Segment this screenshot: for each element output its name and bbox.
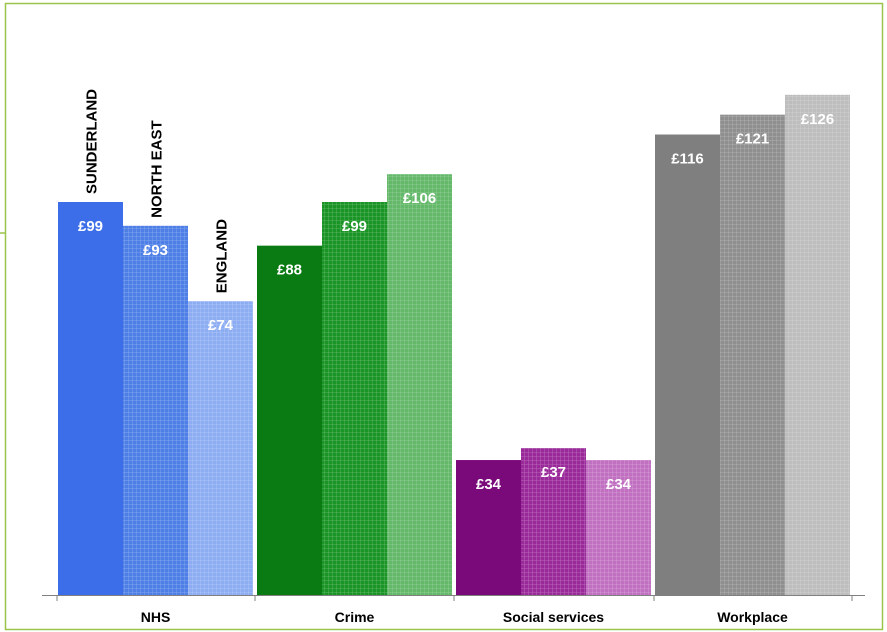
bar-crime-sunderland xyxy=(257,245,322,595)
data-label-nhs-sunderland: £99 xyxy=(78,218,103,235)
chart-frame xyxy=(4,2,884,631)
data-label-crime-sunderland: £88 xyxy=(277,262,302,279)
data-label-social-services-sunderland: £34 xyxy=(476,476,502,493)
bar-crime-england-texture xyxy=(387,174,452,595)
x-tick-label-crime: Crime xyxy=(335,609,375,625)
x-axis: NHS Crime Social services Workplace xyxy=(42,595,865,625)
bar-nhs-england-texture xyxy=(188,301,253,595)
bar-social-services-north-east-texture xyxy=(521,448,586,595)
data-label-workplace-england: £126 xyxy=(801,111,834,128)
legend-label-sunderland: SUNDERLAND xyxy=(84,89,101,194)
data-label-crime-north-east: £99 xyxy=(342,218,367,235)
bar-workplace-england-texture xyxy=(785,94,850,596)
legend-label-england: ENGLAND xyxy=(214,219,231,293)
data-label-social-services-north-east: £37 xyxy=(541,464,566,481)
data-label-nhs-north-east: £93 xyxy=(143,242,168,259)
x-tick-label-nhs: NHS xyxy=(141,609,171,625)
data-label-workplace-north-east: £121 xyxy=(736,131,769,148)
bar-social-services-england-texture xyxy=(586,460,651,595)
legend-label-north-east: NORTH EAST xyxy=(149,120,166,218)
labels-layer: £99 SUNDERLAND £93 NORTH EAST £74 ENGLAND £88 £… xyxy=(78,89,834,493)
bar-crime-north-east-texture xyxy=(322,202,387,595)
bar-nhs-sunderland xyxy=(58,202,123,595)
bar-nhs-north-east-texture xyxy=(123,225,188,595)
data-label-social-services-england: £34 xyxy=(606,476,632,493)
data-label-nhs-england: £74 xyxy=(208,317,234,334)
x-tick-label-social-services: Social services xyxy=(503,609,604,625)
x-tick-label-workplace: Workplace xyxy=(717,609,788,625)
data-label-workplace-sunderland: £116 xyxy=(671,151,704,168)
bars-layer xyxy=(58,94,850,596)
bar-social-services-sunderland xyxy=(456,460,521,595)
bar-workplace-north-east-texture xyxy=(720,114,785,596)
bar-workplace-sunderland xyxy=(655,134,720,596)
data-label-crime-england: £106 xyxy=(403,190,436,207)
